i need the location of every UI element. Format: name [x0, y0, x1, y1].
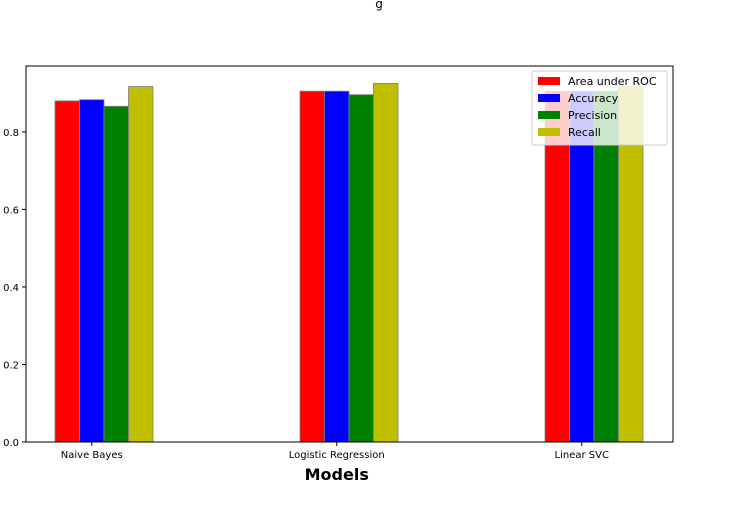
x-tick-label: Naive Bayes [61, 450, 123, 461]
legend-label: Accuracy [568, 92, 619, 105]
y-tick-label: 0.6 [3, 205, 19, 216]
legend-label: Recall [568, 126, 601, 139]
legend-label: Area under ROC [568, 75, 657, 88]
chart-title-fragment: g [375, 0, 383, 11]
bar-recall-0 [128, 86, 154, 443]
y-tick-label: 0.4 [3, 283, 19, 294]
x-tick-label: Logistic Regression [289, 450, 385, 461]
bar-area-under-roc-1 [299, 90, 325, 443]
bars-group [54, 83, 644, 443]
bar-recall-1 [373, 83, 399, 443]
y-axis: 0.0 0.2 0.4 0.6 0.8 [3, 128, 26, 449]
x-tick-label: Linear SVC [555, 450, 609, 461]
x-axis-title: Models [305, 465, 369, 484]
bar-precision-0 [103, 105, 129, 443]
legend-swatch [538, 94, 560, 102]
bar-precision-1 [348, 94, 374, 443]
y-tick-label: 0.8 [3, 128, 19, 139]
bar-accuracy-2 [569, 90, 595, 443]
legend: Area under ROC Accuracy Precision Recall [531, 70, 668, 146]
legend-box [531, 70, 668, 146]
legend-swatch [538, 128, 560, 136]
x-axis: Naive Bayes Logistic Regression Linear SVC [61, 442, 609, 461]
legend-swatch [538, 111, 560, 119]
bar-recall-2 [618, 86, 644, 443]
plot-area-frame [25, 65, 674, 443]
y-tick-label: 0.2 [3, 360, 19, 371]
bar-accuracy-0 [79, 99, 105, 443]
legend-label: Precision [568, 109, 617, 122]
legend-swatch [538, 77, 560, 85]
bar-accuracy-1 [324, 90, 350, 443]
bar-area-under-roc-0 [54, 100, 80, 443]
y-tick-label: 0.0 [3, 438, 19, 449]
